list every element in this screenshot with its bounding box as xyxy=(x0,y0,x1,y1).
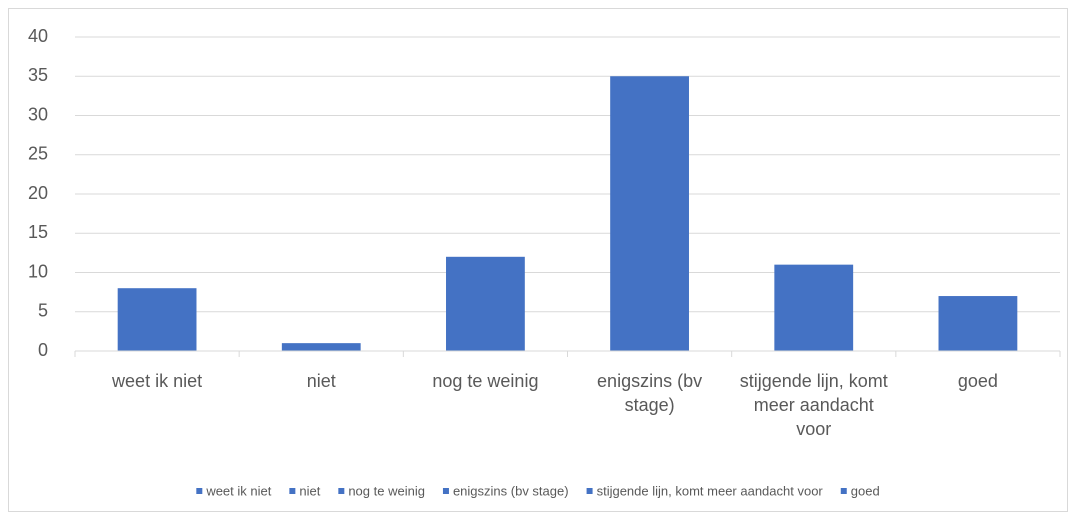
y-tick-label: 35 xyxy=(28,65,48,85)
legend-label: goed xyxy=(851,483,880,498)
label-line: voor xyxy=(796,419,831,439)
legend-label: enigszins (bv stage) xyxy=(453,483,569,498)
y-tick-label: 40 xyxy=(28,26,48,46)
x-tick-label: niet xyxy=(307,371,336,391)
x-tick-label: stijgende lijn, komt meer aandacht voor xyxy=(740,371,888,439)
legend-swatch xyxy=(289,488,296,494)
legend-label: weet ik niet xyxy=(205,483,271,498)
bar xyxy=(938,296,1018,351)
x-tick-label: goed xyxy=(958,371,998,391)
y-tick-label: 5 xyxy=(38,301,48,321)
label-line: stage) xyxy=(625,395,675,415)
x-tick-label: weet ik niet xyxy=(111,371,202,391)
bar xyxy=(446,256,525,351)
y-tick-label: 10 xyxy=(28,261,48,281)
label-line: niet xyxy=(307,371,336,391)
bar xyxy=(610,76,689,351)
label-line: nog te weinig xyxy=(432,371,538,391)
y-tick-label: 20 xyxy=(28,183,48,203)
y-tick-label: 0 xyxy=(38,340,48,360)
legend: weet ik niet niet nog te weinig enigszins (… xyxy=(196,483,880,498)
legend-swatch xyxy=(442,488,449,494)
chart-border xyxy=(8,8,1068,512)
label-line: stijgende lijn, komt xyxy=(740,371,888,391)
legend-label: nog te weinig xyxy=(348,483,425,498)
label-line: goed xyxy=(958,371,998,391)
legend-label: stijgende lijn, komt meer aandacht voor xyxy=(597,483,824,498)
bar xyxy=(774,264,854,351)
y-tick-label: 25 xyxy=(28,144,48,164)
legend-label: niet xyxy=(299,483,320,498)
bar xyxy=(281,343,361,351)
legend-swatch xyxy=(196,488,203,494)
bar xyxy=(117,288,197,351)
x-tick-label: nog te weinig xyxy=(432,371,538,391)
x-tick-label: enigszins (bv stage) xyxy=(597,371,702,415)
legend-swatch xyxy=(586,488,593,494)
label-line: meer aandacht xyxy=(754,395,874,415)
legend-swatch xyxy=(840,488,847,494)
legend-swatch xyxy=(338,488,345,494)
label-line: weet ik niet xyxy=(111,371,202,391)
y-tick-label: 30 xyxy=(28,104,48,124)
y-tick-label: 15 xyxy=(28,222,48,242)
label-line: enigszins (bv xyxy=(597,371,702,391)
